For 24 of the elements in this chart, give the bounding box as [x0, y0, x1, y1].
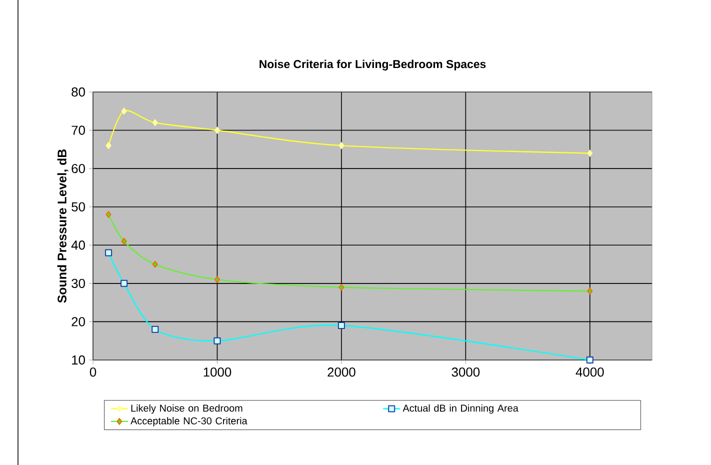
y-tick-label: 40: [71, 240, 85, 250]
y-tick-label: 50: [72, 202, 85, 212]
y-tick-label: 10: [72, 355, 85, 365]
point: [587, 288, 593, 295]
point: [121, 238, 127, 245]
y-tick-label: 20: [72, 317, 85, 326]
point: [214, 276, 220, 284]
legend-label: Actual dB in Dinning Area: [402, 404, 518, 414]
x-tick-label: 3000: [452, 368, 480, 377]
legend-label: Likely Noise on Bedroom: [131, 404, 242, 414]
x-tick-label: 1000: [204, 368, 232, 377]
x-tick-label: 0: [90, 368, 96, 377]
legend-label: Acceptable NC-30 Criteria: [130, 417, 248, 426]
x-tick-label: 2000: [328, 368, 356, 377]
y-tick-label: 30: [72, 278, 85, 288]
x-tick-label: 4000: [576, 368, 604, 377]
chart-title: Noise Criteria for Living-Bedroom Spaces: [260, 60, 486, 70]
point: [338, 284, 344, 291]
y-tick-label: 70: [72, 126, 85, 135]
y-tick-label: 80: [72, 87, 85, 97]
y-axis-title: Sound Pressure Level, dB: [57, 149, 68, 303]
y-tick-label: 60: [72, 164, 85, 174]
point: [152, 260, 158, 268]
point: [106, 211, 112, 218]
